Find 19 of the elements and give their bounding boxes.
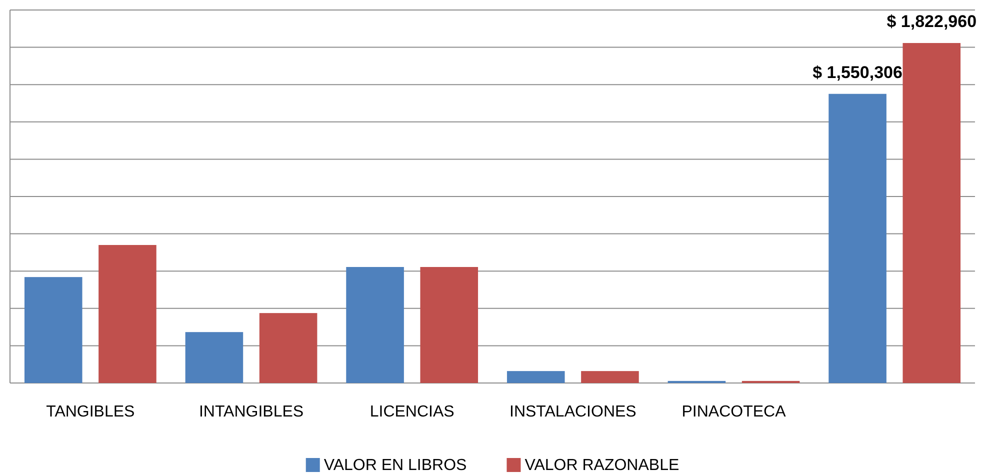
bar [185, 332, 244, 383]
legend-label: VALOR RAZONABLE [524, 457, 680, 474]
bar [346, 266, 404, 383]
bar [506, 371, 565, 383]
bar [902, 43, 961, 383]
legend-label: VALOR EN LIBROS [324, 457, 467, 474]
bar [828, 94, 886, 383]
bar [420, 266, 478, 383]
x-tick-label: LICENCIAS [370, 403, 454, 420]
x-tick-label: INSTALACIONES [509, 403, 636, 420]
x-tick-label: PINACOTECA [682, 403, 786, 420]
x-tick-label: TANGIBLES [46, 403, 135, 420]
data-label: $ 1,550,306 [812, 62, 902, 82]
bar [98, 244, 156, 383]
bar [259, 313, 318, 383]
data-label: $ 1,822,960 [886, 12, 977, 32]
bar [24, 277, 82, 383]
bar [581, 371, 639, 383]
x-tick-label: INTANGIBLES [198, 403, 304, 420]
